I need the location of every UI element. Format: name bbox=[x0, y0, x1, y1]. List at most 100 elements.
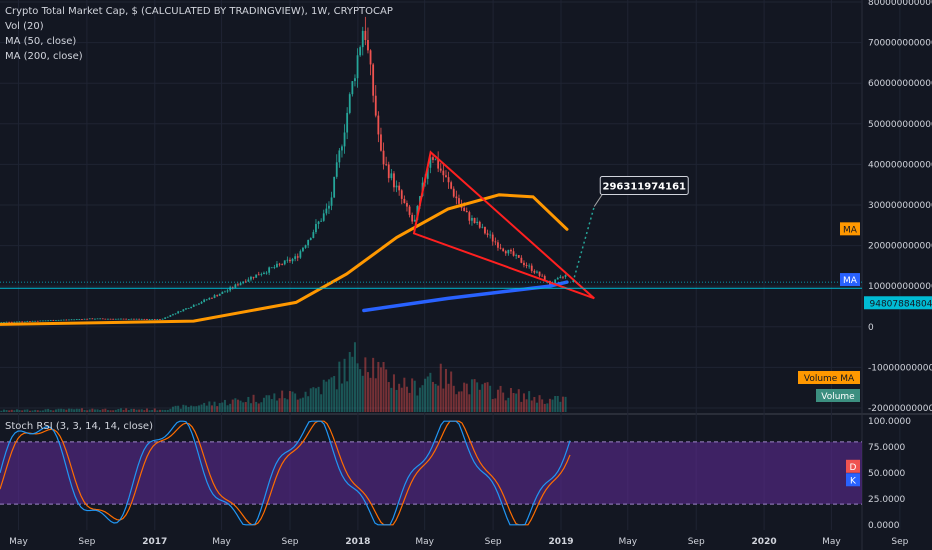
volume-bar bbox=[301, 397, 304, 412]
volume-bar bbox=[148, 410, 151, 412]
osc-tick-label: 0.0000 bbox=[868, 521, 900, 531]
volume-bar bbox=[478, 389, 481, 412]
volume-bar bbox=[291, 391, 294, 412]
volume-bar bbox=[385, 369, 388, 412]
candle-body bbox=[328, 205, 330, 209]
candle-body bbox=[393, 173, 395, 188]
volume-bar bbox=[200, 404, 203, 412]
volume-bar bbox=[234, 398, 237, 412]
chart-legend: Crypto Total Market Cap, $ (CALCULATED B… bbox=[5, 4, 393, 64]
volume-bar bbox=[127, 410, 130, 412]
legend-vol[interactable]: Vol (20) bbox=[5, 21, 44, 32]
candle-body bbox=[554, 279, 557, 284]
badge-volume-ma-text: Volume MA bbox=[804, 374, 855, 384]
volume-bars bbox=[0, 342, 567, 412]
candle-body bbox=[380, 134, 382, 151]
legend-ma50[interactable]: MA (50, close) bbox=[5, 36, 77, 47]
candle-body bbox=[237, 284, 239, 286]
volume-bar bbox=[23, 409, 26, 412]
volume-bar bbox=[177, 405, 180, 412]
volume-bar bbox=[530, 400, 533, 412]
candle-body bbox=[250, 276, 252, 280]
candle-body bbox=[447, 177, 450, 183]
volume-bar bbox=[34, 409, 37, 412]
stoch-band-fill bbox=[0, 441, 862, 505]
volume-bar bbox=[273, 393, 276, 412]
volume-bar bbox=[210, 405, 213, 412]
candle-body bbox=[510, 249, 512, 252]
candle-body bbox=[491, 234, 494, 242]
x-tick-label: Sep bbox=[282, 537, 299, 547]
y-tick-label: -100000000000 bbox=[868, 363, 932, 373]
candle-body bbox=[364, 30, 367, 41]
projection-line bbox=[572, 206, 595, 283]
badge-k bbox=[846, 473, 860, 487]
volume-bar bbox=[405, 386, 408, 412]
volume-bar bbox=[455, 394, 458, 412]
osc-tick-label: 100.0000 bbox=[868, 417, 911, 427]
candle-body bbox=[536, 271, 538, 273]
candle-body bbox=[471, 217, 473, 221]
volume-bar bbox=[88, 409, 91, 412]
candle-body bbox=[88, 318, 91, 320]
volume-bar bbox=[255, 401, 258, 412]
candle-body bbox=[374, 95, 377, 116]
osc-tick-label: 75.0000 bbox=[868, 443, 905, 453]
candle-body bbox=[26, 321, 29, 322]
volume-bar bbox=[507, 397, 510, 412]
y-tick-label: -200000000000 bbox=[868, 404, 932, 414]
candle-body bbox=[322, 213, 325, 221]
candle-body bbox=[47, 320, 50, 322]
candle-body bbox=[117, 318, 120, 320]
volume-bar bbox=[221, 402, 224, 412]
volume-bar bbox=[499, 385, 502, 412]
chart-title: Crypto Total Market Cap, $ (CALCULATED B… bbox=[5, 6, 393, 17]
candle-body bbox=[541, 275, 544, 277]
candle-body bbox=[198, 303, 200, 305]
volume-bar bbox=[145, 408, 148, 412]
volume-bar bbox=[36, 410, 39, 412]
candle-body bbox=[213, 295, 216, 298]
volume-bar bbox=[57, 408, 60, 412]
candle-body bbox=[73, 319, 76, 321]
legend-ma200[interactable]: MA (200, close) bbox=[5, 51, 83, 62]
candle-body bbox=[231, 287, 234, 289]
volume-bar bbox=[496, 389, 499, 412]
volume-bar bbox=[239, 400, 242, 412]
candle-body bbox=[5, 321, 8, 323]
volume-bar bbox=[330, 377, 333, 412]
volume-bar bbox=[158, 409, 161, 412]
volume-bar bbox=[15, 409, 18, 412]
candle-body bbox=[151, 319, 154, 320]
volume-bar bbox=[322, 379, 325, 412]
volume-bar bbox=[192, 406, 195, 412]
candle-body bbox=[138, 318, 141, 320]
candle-body bbox=[429, 157, 432, 168]
candle-body bbox=[299, 251, 302, 258]
candle-body bbox=[361, 30, 364, 48]
volume-bar bbox=[314, 388, 317, 412]
volume-bar bbox=[494, 398, 497, 412]
volume-bar bbox=[312, 387, 315, 412]
callout-leader bbox=[593, 194, 603, 207]
x-tick-label: 2018 bbox=[345, 537, 370, 547]
volume-bar bbox=[476, 382, 479, 412]
volume-bar bbox=[21, 410, 24, 412]
volume-bar bbox=[39, 410, 42, 412]
volume-bar bbox=[338, 361, 341, 412]
candle-body bbox=[218, 293, 221, 296]
volume-bar bbox=[431, 381, 434, 412]
badge-d bbox=[846, 459, 860, 473]
candle-body bbox=[346, 112, 349, 133]
volume-bar bbox=[348, 352, 351, 412]
candle-body bbox=[187, 308, 190, 309]
volume-bar bbox=[252, 394, 255, 412]
candle-body bbox=[270, 267, 273, 269]
candle-body bbox=[143, 319, 146, 320]
candle-body bbox=[515, 255, 518, 256]
volume-bar bbox=[187, 406, 190, 412]
candle-body bbox=[195, 304, 198, 306]
oscillator-title[interactable]: Stoch RSI (3, 3, 14, 14, close) bbox=[5, 421, 153, 432]
